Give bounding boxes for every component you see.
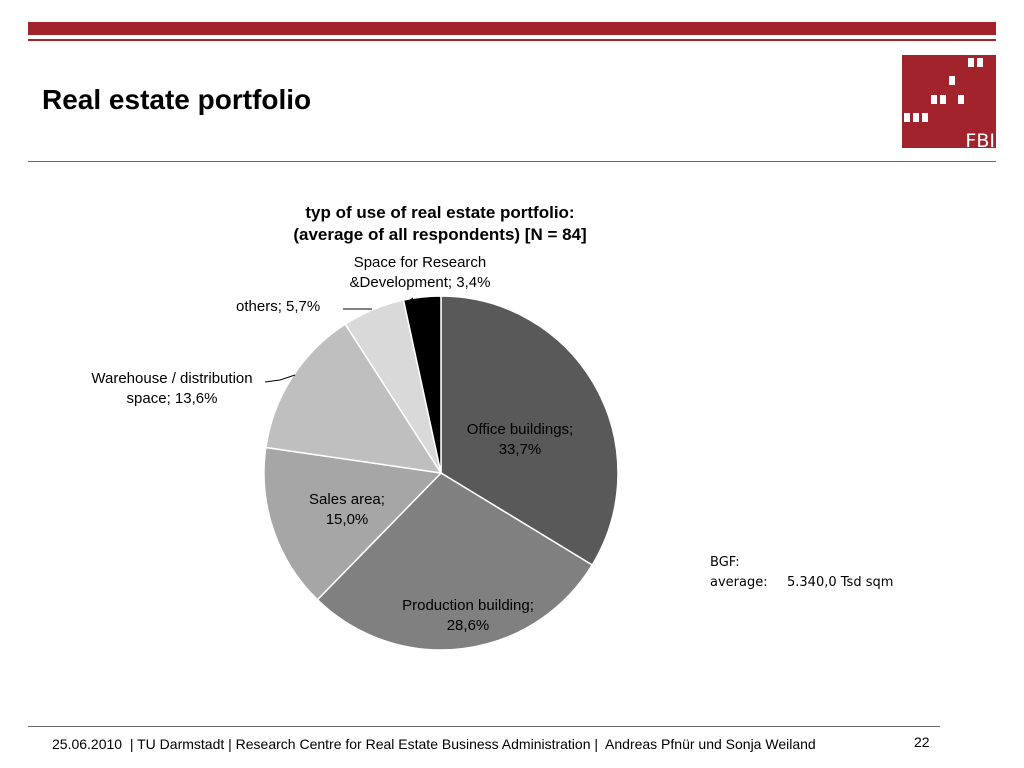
label-production: Production building; 28,6% <box>402 597 534 634</box>
page-number: 22 <box>914 734 930 750</box>
pie-slice-office <box>440 295 619 567</box>
header-bar <box>28 22 996 35</box>
header-line <box>28 39 996 41</box>
slide-title: Real estate portfolio <box>42 84 312 115</box>
chart-title-line1: typ of use of real estate portfolio: <box>305 203 575 222</box>
label-sales: Sales area; 15,0% <box>309 491 385 528</box>
label-research: Space for Research &Development; 3,4% <box>349 254 491 291</box>
chart-title: typ of use of real estate portfolio: (av… <box>200 202 680 246</box>
leader-warehouse <box>264 374 296 383</box>
pie-slice-production <box>316 472 594 651</box>
bgf-row: average: 5.340,0 Tsd sqm <box>710 573 893 593</box>
bgf-heading: BGF: <box>710 555 740 570</box>
fbi-logo: FBI <box>902 55 996 148</box>
pie-slice-warehouse <box>264 323 443 474</box>
pie-slice-research <box>402 295 442 474</box>
logo-text: FBI <box>965 130 995 148</box>
bgf-value: 5.340,0 Tsd sqm <box>787 575 894 590</box>
bgf-note: BGF: average: 5.340,0 Tsd sqm <box>710 553 893 593</box>
pie-slice-sales <box>263 446 443 601</box>
bgf-key: average: <box>710 575 768 590</box>
title-divider <box>28 161 996 162</box>
label-office: Office buildings; 33,7% <box>466 421 574 458</box>
chart-title-line2: (average of all respondents) [N = 84] <box>293 225 587 244</box>
label-others: others; 5,7% <box>236 298 321 315</box>
leader-rd <box>405 297 414 304</box>
label-warehouse: Warehouse / distribution space; 13,6% <box>91 370 253 407</box>
footer-divider <box>28 726 940 727</box>
footer-text: 25.06.2010 | TU Darmstadt | Research Cen… <box>52 736 816 752</box>
